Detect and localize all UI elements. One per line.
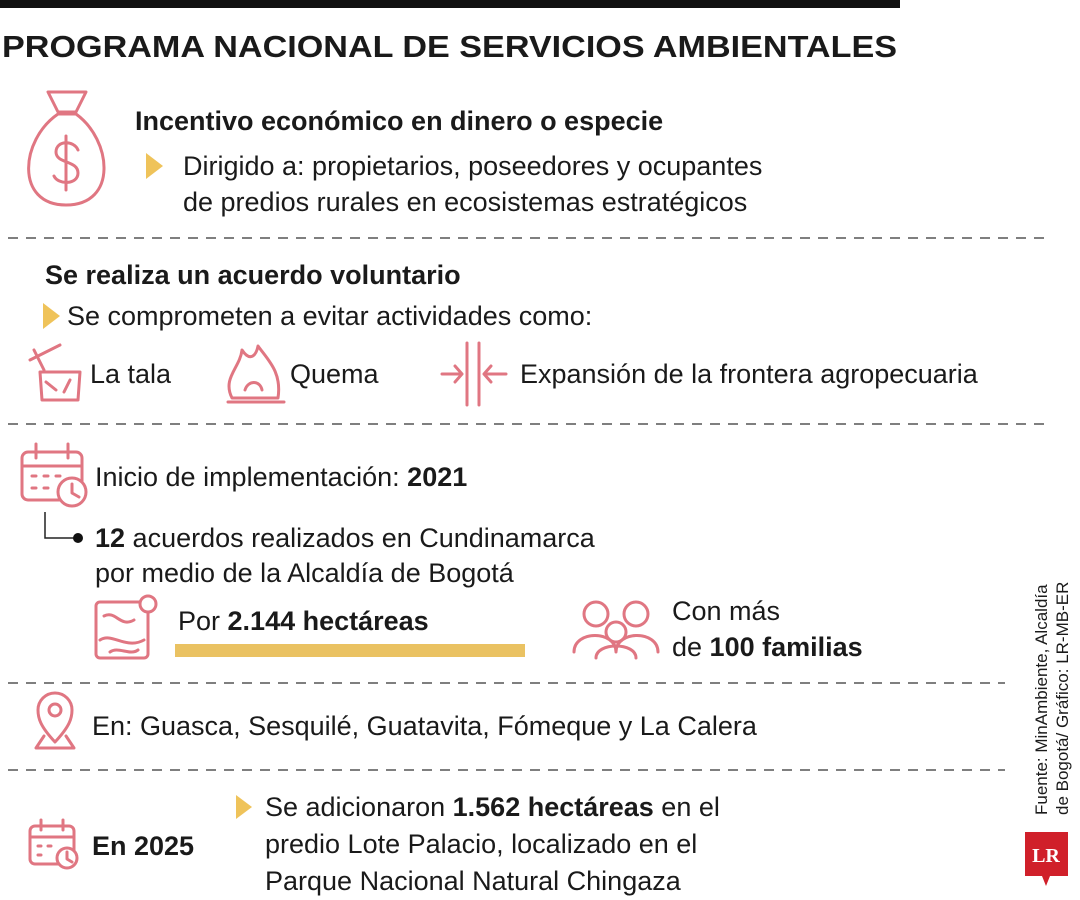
expansion-icon — [440, 341, 508, 407]
connector — [44, 512, 74, 539]
update-line: predio Lote Palacio, localizado en el — [265, 829, 697, 859]
agreements-text: acuerdos realizados en Cundinamarca — [125, 523, 596, 553]
update-line: Parque Nacional Natural Chingaza — [265, 866, 682, 896]
agreements-line: 12 acuerdos realizados en Cundinamarca — [95, 523, 596, 553]
update-suffix: en el — [654, 792, 720, 822]
activity: Expansión de la frontera agropecuaria — [520, 359, 979, 389]
family-icon — [572, 600, 660, 660]
target-line: Dirigido a: propietarios, poseedores y o… — [183, 151, 762, 181]
year: 2021 — [407, 462, 467, 492]
bullet — [236, 795, 252, 819]
families-line: Con más — [672, 596, 780, 626]
logo-badge — [1025, 832, 1068, 886]
agreement-intro: Se comprometen a evitar actividades como… — [67, 301, 592, 331]
area-value: 2.144 hectáreas — [228, 606, 429, 636]
incentive-heading: Incentivo económico en dinero o especie — [135, 106, 663, 136]
families-prefix: de — [672, 632, 710, 662]
title: PROGRAMA NACIONAL DE SERVICIOS AMBIENTAL… — [2, 29, 897, 64]
area-bar — [175, 644, 525, 657]
activity: Quema — [290, 359, 380, 389]
agreement-heading: Se realiza un acuerdo voluntario — [45, 260, 461, 290]
update-value: 1.562 hectáreas — [453, 792, 654, 822]
agreements-line: por medio de la Alcaldía de Bogotá — [95, 558, 515, 588]
source-line: de Bogotá/ Gráfico: LR-MB-ER — [1053, 582, 1072, 815]
locations: En: Guasca, Sesquilé, Guatavita, Fómeque… — [92, 711, 758, 741]
implementation-start: Inicio de implementación: 2021 — [95, 462, 467, 492]
families-line: de 100 familias — [672, 632, 863, 662]
count: 12 — [95, 523, 125, 553]
area-prefix: Por — [178, 606, 228, 636]
logo: LR — [1032, 845, 1060, 867]
map-icon — [94, 594, 158, 660]
target-line: de predios rurales en ecosistemas estrat… — [183, 187, 747, 217]
bullet — [146, 153, 163, 179]
bullet — [43, 303, 60, 329]
location-icon — [34, 691, 76, 750]
money-bag-icon — [27, 90, 106, 207]
fire-icon — [226, 344, 286, 404]
update-prefix: Se adicionaron — [265, 792, 453, 822]
calendar-icon — [28, 818, 79, 870]
activity: La tala — [90, 359, 172, 389]
top-bar — [0, 0, 900, 8]
connector-dot — [73, 533, 83, 543]
update-line: Se adicionaron 1.562 hectáreas en el — [265, 792, 720, 822]
calendar-icon — [20, 442, 88, 508]
logging-icon — [28, 343, 82, 402]
source-line: Fuente: MinAmbiente, Alcaldía — [1032, 584, 1051, 815]
families-value: 100 familias — [710, 632, 863, 662]
area: Por 2.144 hectáreas — [178, 606, 429, 636]
label: Inicio de implementación: — [95, 462, 407, 492]
update-label: En 2025 — [92, 831, 194, 861]
